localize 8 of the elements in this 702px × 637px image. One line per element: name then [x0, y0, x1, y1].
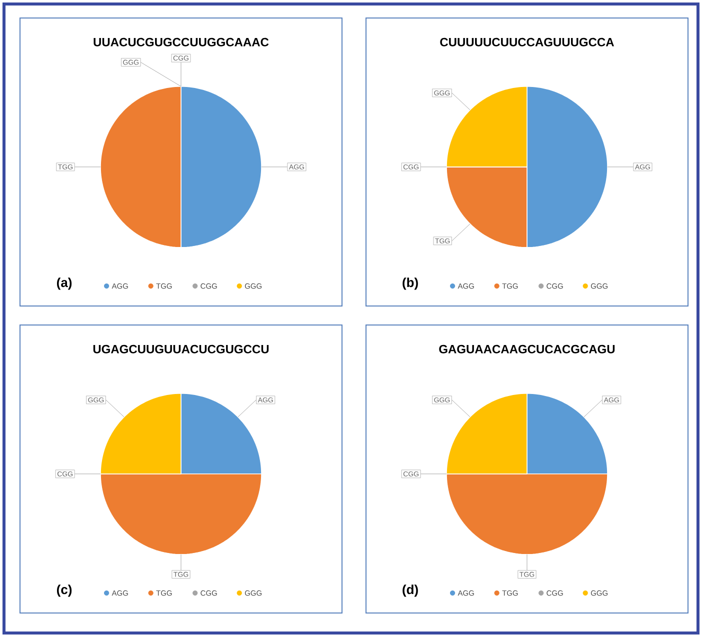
chart-title: GAGUAACAAGCUCACGCAGU	[439, 344, 615, 354]
chart-title: CUUUUUCUUCCAGUUUGCCA	[440, 38, 614, 46]
chart-title: UUACUCGUGCCUUGGCAAAC	[94, 38, 269, 46]
chart-title: UGAGCUUGUUACUCGUGCCU	[93, 344, 269, 354]
text: (c)	[56, 584, 72, 597]
text: (d)	[402, 584, 418, 597]
text: (b)	[402, 278, 418, 290]
text: (a)	[56, 278, 72, 290]
